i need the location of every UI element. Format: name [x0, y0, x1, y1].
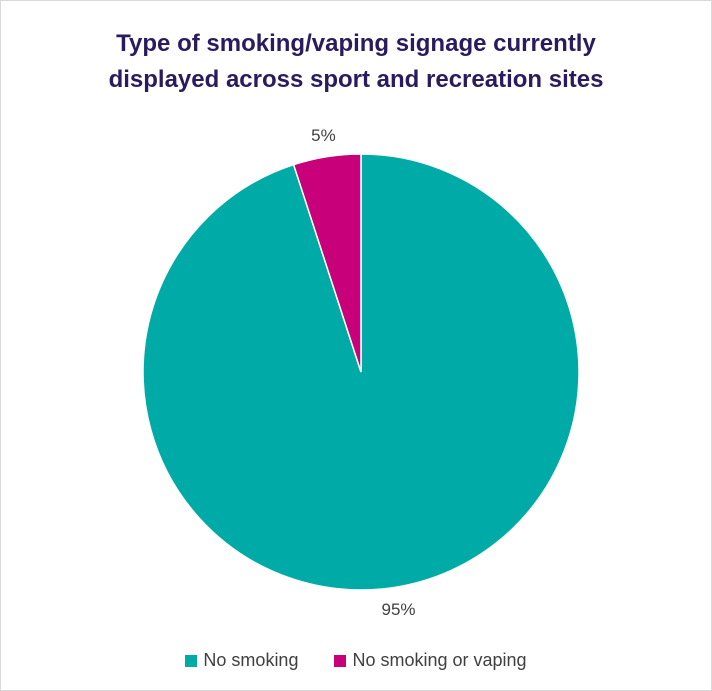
legend-item-no-smoking-or-vaping: No smoking or vaping [334, 650, 527, 671]
pie-slices [142, 153, 580, 591]
legend-swatch-no-smoking-or-vaping [334, 654, 347, 667]
legend-item-no-smoking: No smoking [185, 650, 298, 671]
legend-label-no-smoking: No smoking [203, 650, 299, 670]
pie-slice-no-smoking-or-vaping [292, 153, 362, 373]
chart-title: Type of smoking/vaping signage currently… [0, 26, 712, 98]
data-label-no-smoking: 95% [382, 600, 416, 619]
legend-swatch-no-smoking [185, 654, 198, 667]
legend-label-no-smoking-or-vaping: No smoking or vaping [352, 650, 527, 670]
data-label-no-smoking-or-vaping: 5% [311, 126, 336, 145]
legend: No smoking No smoking or vaping [0, 650, 712, 671]
chart-title-line-2: displayed across sport and recreation si… [108, 66, 604, 93]
chart-title-line-1: Type of smoking/vaping signage currently [116, 30, 596, 57]
